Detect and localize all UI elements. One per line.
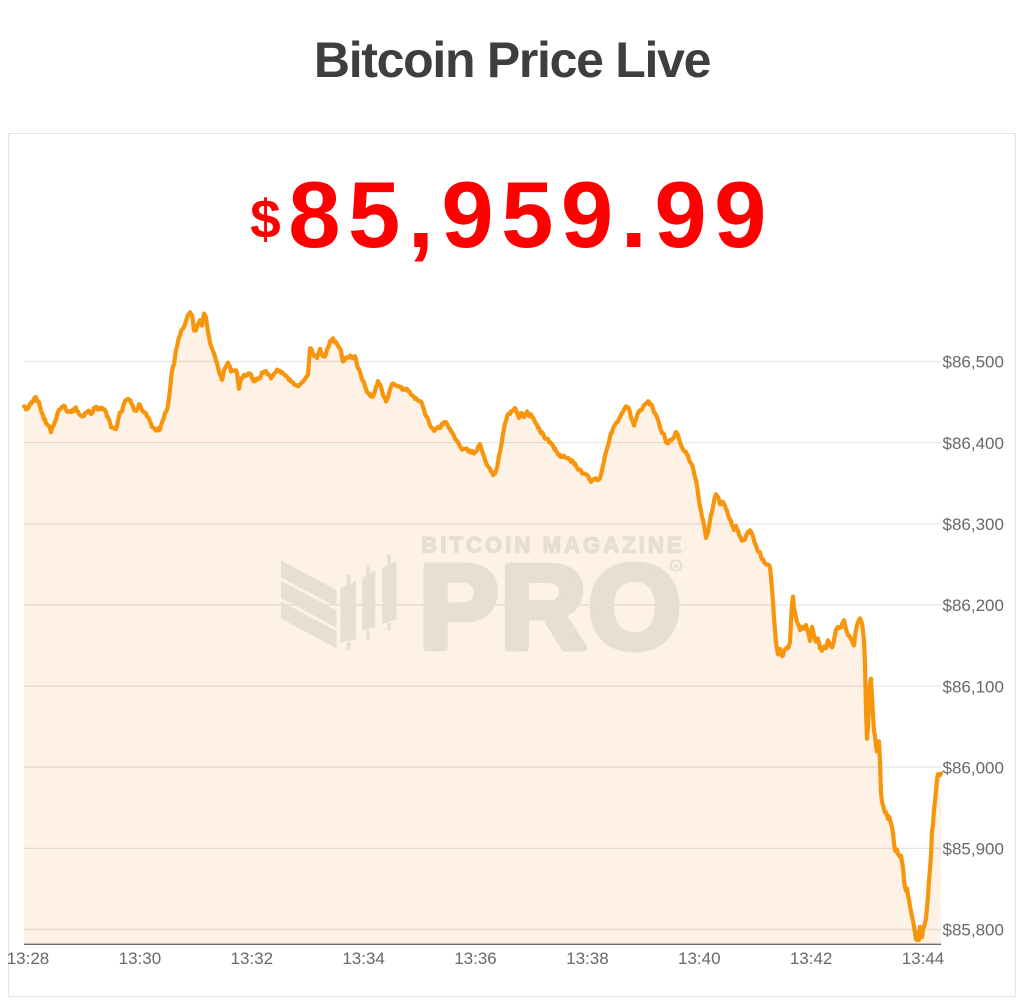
svg-text:$86,500: $86,500 bbox=[943, 353, 1004, 372]
svg-text:$86,400: $86,400 bbox=[943, 434, 1004, 453]
svg-text:$86,200: $86,200 bbox=[943, 596, 1004, 615]
svg-text:13:30: 13:30 bbox=[119, 949, 162, 968]
svg-text:$85,900: $85,900 bbox=[943, 840, 1004, 859]
svg-text:$86,300: $86,300 bbox=[943, 515, 1004, 534]
svg-text:13:34: 13:34 bbox=[342, 949, 385, 968]
svg-text:BITCOIN MAGAZINE: BITCOIN MAGAZINE bbox=[421, 532, 684, 557]
svg-text:$85,800: $85,800 bbox=[943, 921, 1004, 940]
svg-text:13:32: 13:32 bbox=[231, 949, 274, 968]
svg-text:13:28: 13:28 bbox=[7, 949, 50, 968]
svg-text:$86,100: $86,100 bbox=[943, 677, 1004, 696]
svg-text:R: R bbox=[673, 562, 679, 571]
svg-text:13:36: 13:36 bbox=[454, 949, 497, 968]
svg-text:PRO: PRO bbox=[419, 541, 683, 674]
svg-text:$86,000: $86,000 bbox=[943, 758, 1004, 777]
svg-text:13:38: 13:38 bbox=[566, 949, 609, 968]
svg-text:13:44: 13:44 bbox=[902, 949, 945, 968]
svg-text:13:40: 13:40 bbox=[678, 949, 721, 968]
svg-text:13:42: 13:42 bbox=[790, 949, 833, 968]
